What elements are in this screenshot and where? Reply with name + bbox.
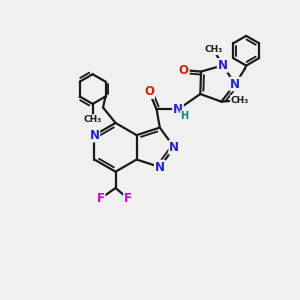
Text: CH₃: CH₃ [205,46,223,55]
Text: N: N [173,103,183,116]
Text: N: N [230,77,240,91]
Text: N: N [155,160,165,173]
Text: H: H [181,111,189,121]
Text: O: O [144,85,154,98]
Text: N: N [218,59,228,72]
Text: F: F [124,192,132,205]
Text: CH₃: CH₃ [231,96,249,105]
Text: F: F [97,192,105,205]
Text: CH₃: CH₃ [83,115,102,124]
Text: N: N [169,141,179,154]
Text: N: N [89,129,99,142]
Text: O: O [179,64,189,76]
